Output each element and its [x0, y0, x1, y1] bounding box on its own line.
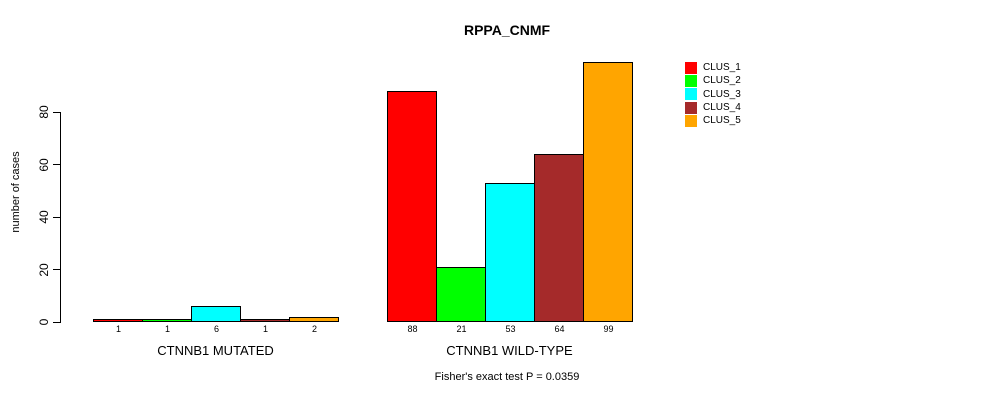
bar-value-label: 64	[554, 324, 565, 334]
y-tick-mark	[53, 321, 61, 323]
group-label-1: CTNNB1 MUTATED	[157, 343, 274, 358]
y-axis-line	[60, 112, 61, 323]
bar-value-label: 2	[311, 324, 317, 334]
group-label-2: CTNNB1 WILD-TYPE	[446, 343, 573, 358]
legend-item: CLUS_2	[685, 74, 741, 87]
legend-label: CLUS_2	[703, 75, 741, 87]
legend-swatch-icon	[685, 114, 697, 127]
bar-clus_2-group2	[436, 267, 486, 322]
bar-value-label: 21	[456, 324, 467, 334]
legend-label: CLUS_4	[703, 102, 741, 114]
bar-clus_2-group1	[142, 319, 192, 322]
bar-clus_3-group2	[485, 183, 535, 322]
bar-clus_5-group2	[583, 62, 633, 322]
bar-value-label: 53	[505, 324, 516, 334]
bar-clus_4-group2	[534, 154, 584, 322]
footnote: Fisher's exact test P = 0.0359	[434, 371, 580, 383]
bar-clus_1-group1	[93, 319, 143, 322]
legend-label: CLUS_1	[703, 62, 741, 74]
bar-value-label: 1	[115, 324, 121, 334]
bar-value-label: 1	[164, 324, 170, 334]
y-tick-label: 0	[37, 318, 51, 326]
legend-swatch-icon	[685, 88, 697, 101]
chart-title: RPPA_CNMF	[463, 22, 551, 38]
bar-clus_3-group1	[191, 306, 241, 322]
legend-swatch-icon	[685, 74, 697, 87]
legend-label: CLUS_5	[703, 115, 741, 127]
legend-item: CLUS_5	[685, 114, 741, 127]
legend-swatch-icon	[685, 101, 697, 114]
bar-clus_4-group1	[240, 319, 290, 322]
y-tick-mark	[53, 164, 61, 165]
y-tick-label: 40	[37, 210, 51, 224]
y-tick-mark	[53, 269, 61, 270]
bar-value-label: 99	[603, 324, 614, 334]
legend-item: CLUS_1	[685, 61, 741, 74]
y-tick-mark	[53, 111, 61, 113]
bar-clus_1-group2	[387, 91, 437, 322]
y-tick-label: 60	[37, 157, 51, 172]
y-tick-mark	[53, 216, 61, 218]
bar-value-label: 6	[213, 324, 219, 334]
bar-clus_5-group1	[289, 317, 339, 322]
bar-value-label: 1	[262, 324, 268, 334]
legend-item: CLUS_3	[685, 88, 741, 101]
y-axis-label: number of cases	[10, 151, 22, 233]
bar-value-label: 88	[407, 324, 418, 334]
legend-swatch-icon	[685, 61, 697, 74]
y-tick-label: 20	[37, 262, 51, 277]
legend-label: CLUS_3	[703, 88, 741, 100]
legend-item: CLUS_4	[685, 101, 741, 114]
legend: CLUS_1 CLUS_2 CLUS_3 CLUS_4 CLUS_5	[685, 61, 741, 127]
y-tick-label: 80	[37, 105, 51, 119]
